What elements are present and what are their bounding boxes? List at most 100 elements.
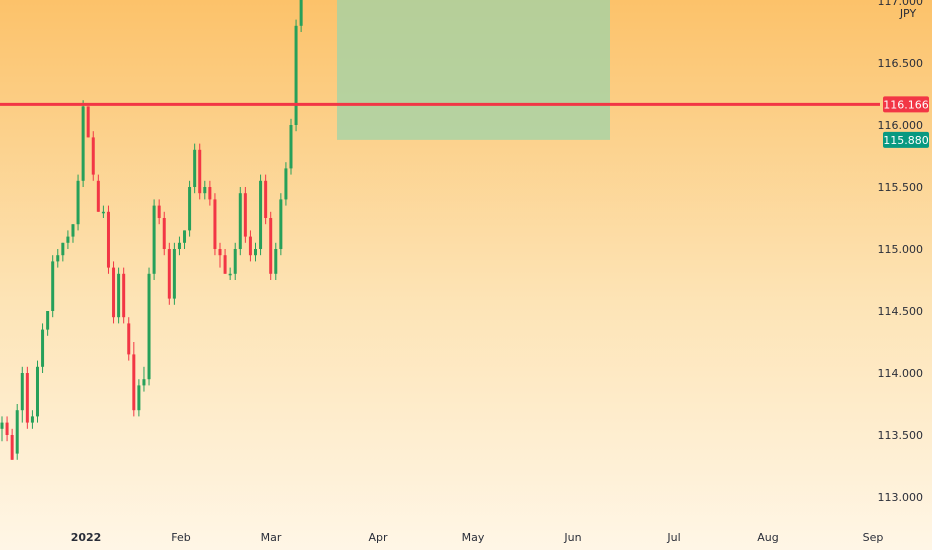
candle-body: [61, 242, 65, 256]
candle: [223, 249, 227, 274]
candle: [56, 249, 60, 268]
candle-body: [76, 180, 80, 225]
candle-body: [41, 329, 45, 367]
candle: [157, 199, 161, 225]
candle: [0, 416, 4, 442]
time-tick-label: Jun: [563, 531, 581, 544]
levels[interactable]: [0, 0, 880, 106]
candle-body: [56, 255, 60, 262]
candle-body: [167, 249, 171, 299]
candle: [10, 428, 14, 460]
candle: [81, 100, 85, 187]
candle-body: [20, 373, 24, 411]
candle-body: [132, 354, 136, 411]
candle: [142, 366, 146, 392]
candle: [167, 242, 171, 305]
candle: [248, 230, 252, 262]
candle: [20, 366, 24, 423]
candle-body: [96, 180, 100, 212]
candle-body: [289, 125, 293, 169]
candle: [30, 410, 34, 429]
candle: [5, 416, 9, 442]
candle: [122, 267, 126, 324]
candle-body: [117, 273, 121, 318]
take-profit-zone[interactable]: [337, 0, 610, 140]
candle: [183, 230, 187, 249]
price-tick-label: 116.000: [878, 119, 924, 132]
price-tick-label: 117.000: [878, 0, 924, 8]
position-tool[interactable]: [337, 0, 610, 140]
candle: [106, 205, 110, 274]
time-tick-label: Jul: [666, 531, 680, 544]
candle-body: [86, 106, 90, 138]
candle-body: [10, 435, 14, 460]
candle-body: [142, 379, 146, 386]
candle-body: [284, 168, 288, 200]
candle-body: [259, 180, 263, 249]
candle-body: [162, 218, 166, 249]
candle-body: [137, 385, 141, 411]
price-tick-label: 113.500: [878, 429, 924, 442]
candle: [254, 242, 257, 262]
candle-body: [147, 273, 151, 380]
candle: [41, 323, 45, 373]
candle: [96, 174, 100, 212]
candle-body: [46, 311, 50, 330]
candle-body: [223, 255, 227, 274]
candle-body: [233, 249, 237, 274]
candle-body: [208, 187, 212, 200]
price-tag-label: 115.880: [883, 134, 929, 147]
candle: [66, 230, 70, 249]
candle-body: [5, 422, 9, 435]
candle: [91, 131, 95, 181]
price-tag[interactable]: 115.880: [883, 131, 929, 148]
candle: [172, 242, 176, 305]
candle-body: [238, 193, 242, 249]
candle: [279, 193, 283, 256]
candle-body: [157, 205, 161, 218]
candle-body: [127, 323, 131, 355]
candle-body: [25, 373, 29, 423]
candle: [86, 106, 90, 138]
price-axis[interactable]: 113.000 113.500 114.000 114.500 115.000 115.5…: [878, 0, 930, 504]
candle: [15, 404, 19, 460]
candle: [274, 242, 278, 280]
candle-body: [122, 273, 126, 318]
candle-body: [101, 211, 105, 214]
candle: [259, 174, 263, 256]
candle-body: [15, 410, 19, 454]
candle: [264, 174, 268, 225]
candle-body: [177, 242, 181, 249]
price-tick-label: 113.000: [878, 491, 924, 504]
price-tag-label: 116.166: [883, 98, 929, 111]
candle-body: [30, 416, 34, 423]
candle-body: [193, 149, 197, 187]
price-tag-bg: [883, 96, 929, 113]
candle: [152, 199, 156, 280]
candle: [198, 143, 202, 200]
candle: [117, 267, 121, 324]
candle-body: [243, 193, 247, 237]
candle: [112, 261, 116, 324]
candle-body: [248, 236, 252, 256]
currency-label: JPY: [899, 7, 917, 20]
candle: [101, 205, 105, 218]
candle: [188, 180, 192, 237]
time-tick-label: 2022: [71, 531, 102, 544]
candle-body: [254, 249, 257, 256]
price-tag[interactable]: 116.166: [883, 96, 929, 113]
candle: [289, 118, 293, 175]
candle: [269, 211, 273, 280]
candle-body: [279, 199, 283, 249]
price-tick-label: 114.500: [878, 305, 924, 318]
candle-body: [218, 249, 222, 256]
candle: [71, 224, 75, 243]
candle: [284, 162, 288, 206]
time-axis[interactable]: 2022 Feb Mar Apr May Jun Jul Aug Sep: [71, 531, 884, 544]
time-tick-label: Aug: [757, 531, 778, 544]
candle: [76, 174, 80, 231]
candle: [137, 379, 141, 417]
candle-body: [106, 211, 110, 268]
candle: [243, 187, 247, 243]
